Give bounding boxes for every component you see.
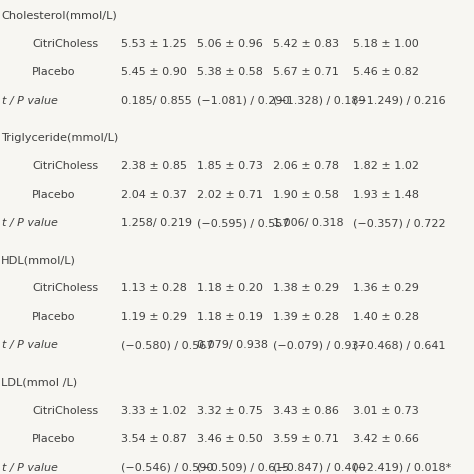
Text: Triglyceride(mmol/L): Triglyceride(mmol/L) — [1, 133, 118, 143]
Text: 0.185/ 0.855: 0.185/ 0.855 — [121, 96, 191, 106]
Text: (−1.249) / 0.216: (−1.249) / 0.216 — [353, 96, 446, 106]
Text: 1.13 ± 0.28: 1.13 ± 0.28 — [121, 283, 187, 293]
Text: (−0.847) / 0.400: (−0.847) / 0.400 — [273, 463, 365, 473]
Text: Placebo: Placebo — [32, 67, 76, 77]
Text: (−1.081) / 0.290: (−1.081) / 0.290 — [197, 96, 289, 106]
Text: t / P value: t / P value — [2, 96, 58, 106]
Text: HDL(mmol/L): HDL(mmol/L) — [1, 255, 76, 265]
Text: 5.06 ± 0.96: 5.06 ± 0.96 — [197, 39, 263, 49]
Text: 3.32 ± 0.75: 3.32 ± 0.75 — [197, 406, 263, 416]
Text: 1.18 ± 0.19: 1.18 ± 0.19 — [197, 312, 263, 322]
Text: (−0.079) / 0.937: (−0.079) / 0.937 — [273, 340, 365, 350]
Text: 3.01 ± 0.73: 3.01 ± 0.73 — [353, 406, 419, 416]
Text: 3.42 ± 0.66: 3.42 ± 0.66 — [353, 434, 419, 444]
Text: (−1.328) / 0.189: (−1.328) / 0.189 — [273, 96, 365, 106]
Text: LDL(mmol /L): LDL(mmol /L) — [1, 377, 77, 387]
Text: (−0.595) / 0.557: (−0.595) / 0.557 — [197, 218, 289, 228]
Text: (−0.546) / 0.590: (−0.546) / 0.590 — [121, 463, 213, 473]
Text: 1.82 ± 1.02: 1.82 ± 1.02 — [353, 161, 419, 171]
Text: 1.39 ± 0.28: 1.39 ± 0.28 — [273, 312, 338, 322]
Text: Placebo: Placebo — [32, 190, 76, 200]
Text: Placebo: Placebo — [32, 312, 76, 322]
Text: 1.006/ 0.318: 1.006/ 0.318 — [273, 218, 343, 228]
Text: 1.258/ 0.219: 1.258/ 0.219 — [121, 218, 192, 228]
Text: CitriCholess: CitriCholess — [32, 406, 99, 416]
Text: t / P value: t / P value — [2, 340, 58, 350]
Text: 0.079/ 0.938: 0.079/ 0.938 — [197, 340, 268, 350]
Text: 5.46 ± 0.82: 5.46 ± 0.82 — [353, 67, 419, 77]
Text: 1.19 ± 0.29: 1.19 ± 0.29 — [121, 312, 187, 322]
Text: 2.38 ± 0.85: 2.38 ± 0.85 — [121, 161, 187, 171]
Text: CitriCholess: CitriCholess — [32, 283, 99, 293]
Text: (−2.419) / 0.018*: (−2.419) / 0.018* — [353, 463, 451, 473]
Text: 5.53 ± 1.25: 5.53 ± 1.25 — [121, 39, 187, 49]
Text: 5.45 ± 0.90: 5.45 ± 0.90 — [121, 67, 187, 77]
Text: Placebo: Placebo — [32, 434, 76, 444]
Text: 3.43 ± 0.86: 3.43 ± 0.86 — [273, 406, 338, 416]
Text: 5.38 ± 0.58: 5.38 ± 0.58 — [197, 67, 263, 77]
Text: (−0.468) / 0.641: (−0.468) / 0.641 — [353, 340, 446, 350]
Text: 3.46 ± 0.50: 3.46 ± 0.50 — [197, 434, 263, 444]
Text: 5.18 ± 1.00: 5.18 ± 1.00 — [353, 39, 419, 49]
Text: 1.36 ± 0.29: 1.36 ± 0.29 — [353, 283, 419, 293]
Text: 2.04 ± 0.37: 2.04 ± 0.37 — [121, 190, 187, 200]
Text: (−0.509) / 0.615: (−0.509) / 0.615 — [197, 463, 289, 473]
Text: 5.42 ± 0.83: 5.42 ± 0.83 — [273, 39, 338, 49]
Text: 1.18 ± 0.20: 1.18 ± 0.20 — [197, 283, 263, 293]
Text: 1.93 ± 1.48: 1.93 ± 1.48 — [353, 190, 419, 200]
Text: (−0.357) / 0.722: (−0.357) / 0.722 — [353, 218, 446, 228]
Text: 1.90 ± 0.58: 1.90 ± 0.58 — [273, 190, 338, 200]
Text: 5.67 ± 0.71: 5.67 ± 0.71 — [273, 67, 338, 77]
Text: t / P value: t / P value — [2, 218, 58, 228]
Text: 2.02 ± 0.71: 2.02 ± 0.71 — [197, 190, 263, 200]
Text: 2.06 ± 0.78: 2.06 ± 0.78 — [273, 161, 338, 171]
Text: (−0.580) / 0.567: (−0.580) / 0.567 — [121, 340, 213, 350]
Text: 3.54 ± 0.87: 3.54 ± 0.87 — [121, 434, 187, 444]
Text: Cholesterol(mmol/L): Cholesterol(mmol/L) — [1, 10, 117, 20]
Text: 1.40 ± 0.28: 1.40 ± 0.28 — [353, 312, 419, 322]
Text: t / P value: t / P value — [2, 463, 58, 473]
Text: 3.33 ± 1.02: 3.33 ± 1.02 — [121, 406, 187, 416]
Text: 1.85 ± 0.73: 1.85 ± 0.73 — [197, 161, 263, 171]
Text: CitriCholess: CitriCholess — [32, 161, 99, 171]
Text: CitriCholess: CitriCholess — [32, 39, 99, 49]
Text: 1.38 ± 0.29: 1.38 ± 0.29 — [273, 283, 338, 293]
Text: 3.59 ± 0.71: 3.59 ± 0.71 — [273, 434, 338, 444]
